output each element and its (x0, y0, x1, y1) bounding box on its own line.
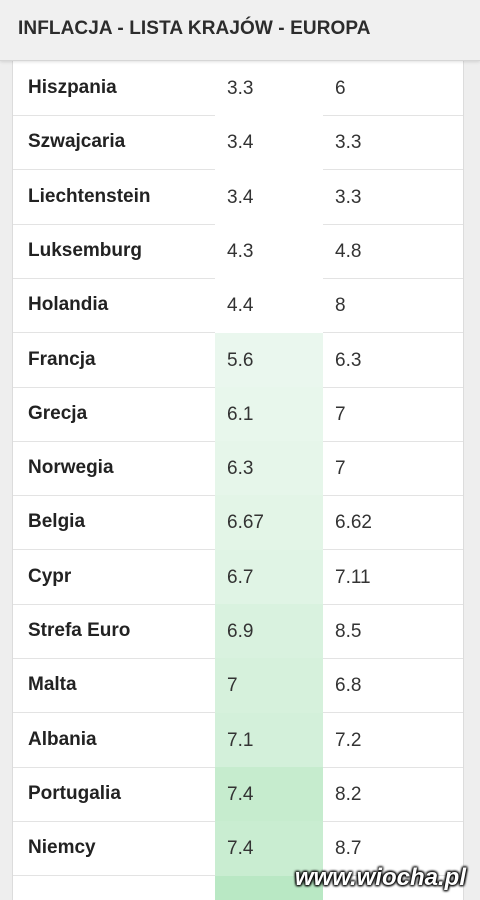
country-name: Portugalia (28, 782, 121, 804)
watermark: www.wiocha.pl (294, 864, 466, 891)
inflation-value: 6.3 (227, 458, 254, 480)
cell-shade (215, 658, 323, 714)
table-row: Cypr 6.7 7.11 (13, 549, 463, 605)
inflation-value: 7 (335, 458, 346, 480)
inflation-value: 7.4 (227, 838, 254, 860)
table-row: Strefa Euro 6.9 8.5 (13, 604, 463, 659)
inflation-value: 6.3 (335, 349, 362, 371)
partial-row (13, 876, 463, 900)
inflation-value: 3.3 (335, 132, 362, 154)
country-name: Francja (28, 348, 96, 370)
table-row: Portugalia 7.4 8.2 (13, 766, 463, 822)
table-row: Liechtenstein 3.4 3.3 (13, 169, 463, 225)
cell-shade (215, 386, 323, 442)
inflation-value: 6.62 (335, 512, 372, 534)
country-name: Niemcy (28, 837, 96, 859)
inflation-value: 7.2 (335, 729, 362, 751)
table-row: Belgia 6.67 6.62 (13, 495, 463, 551)
inflation-value: 6.1 (227, 403, 254, 425)
cell-shade (215, 766, 323, 822)
inflation-value: 4.3 (227, 240, 254, 262)
inflation-value: 7 (335, 403, 346, 425)
inflation-value: 3.4 (227, 132, 254, 154)
page-title: INFLACJA - LISTA KRAJÓW - EUROPA (18, 18, 371, 39)
inflation-value: 5.6 (227, 349, 254, 371)
country-name: Malta (28, 674, 77, 696)
header-bar: INFLACJA - LISTA KRAJÓW - EUROPA (0, 0, 480, 61)
cell-shade (215, 549, 323, 605)
inflation-value: 6.9 (227, 621, 254, 642)
country-name: Strefa Euro (28, 620, 131, 641)
country-name: Hiszpania (28, 77, 117, 98)
table-row: Francja 5.6 6.3 (13, 332, 463, 388)
inflation-value: 3.4 (227, 186, 254, 208)
inflation-value: 8.5 (335, 621, 362, 642)
cell-shade (215, 223, 323, 279)
table-row: Holandia 4.4 8 (13, 278, 463, 334)
inflation-value: 6 (335, 78, 346, 99)
inflation-value: 3.3 (227, 78, 254, 99)
cell-shade (215, 169, 323, 225)
inflation-value: 3.3 (335, 186, 362, 208)
inflation-value: 8.7 (335, 838, 362, 860)
inflation-value: 6.8 (335, 675, 362, 697)
country-name: Norwegia (28, 457, 114, 479)
table: Hiszpania 3.3 6 Szwajcaria 3.4 3.3 Liechtenste… (12, 61, 464, 900)
country-name: Luksemburg (28, 239, 143, 261)
table-row: Hiszpania 3.3 6 (13, 61, 463, 116)
cell-shade (215, 332, 323, 388)
country-name: Liechtenstein (28, 185, 151, 207)
cell-shade (215, 604, 323, 659)
table-row: Albania 7.1 7.2 (13, 712, 463, 768)
country-name: Albania (28, 728, 97, 750)
inflation-value: 7.1 (227, 729, 254, 751)
inflation-value: 6.7 (227, 566, 254, 588)
country-name: Belgia (28, 511, 86, 533)
cell-shade (215, 712, 323, 768)
cell-shade (215, 115, 323, 171)
country-name: Cypr (28, 565, 72, 587)
cell-shade (215, 821, 323, 877)
table-row: Niemcy 7.4 8.7 (13, 821, 463, 877)
inflation-value: 7.4 (227, 783, 254, 805)
table-row: Norwegia 6.3 7 (13, 441, 463, 497)
cell-shade (215, 441, 323, 497)
country-name: Szwajcaria (28, 131, 126, 153)
table-row: Malta 7 6.8 (13, 658, 463, 714)
inflation-value: 6.67 (227, 512, 264, 534)
table-row: Szwajcaria 3.4 3.3 (13, 115, 463, 171)
inflation-value: 8.2 (335, 783, 362, 805)
inflation-value: 8 (335, 295, 346, 317)
inflation-value: 7 (227, 675, 238, 697)
cell-shade (215, 278, 323, 334)
table-row: Luksemburg 4.3 4.8 (13, 223, 463, 279)
country-name: Holandia (28, 294, 109, 316)
inflation-value: 4.8 (335, 240, 362, 262)
cell-shade (215, 61, 323, 116)
inflation-value: 7.11 (335, 566, 371, 588)
cell-shade (215, 495, 323, 551)
inflation-value: 4.4 (227, 295, 254, 317)
table-row: Grecja 6.1 7 (13, 386, 463, 442)
cell-shade (215, 876, 323, 900)
country-name: Grecja (28, 402, 88, 424)
